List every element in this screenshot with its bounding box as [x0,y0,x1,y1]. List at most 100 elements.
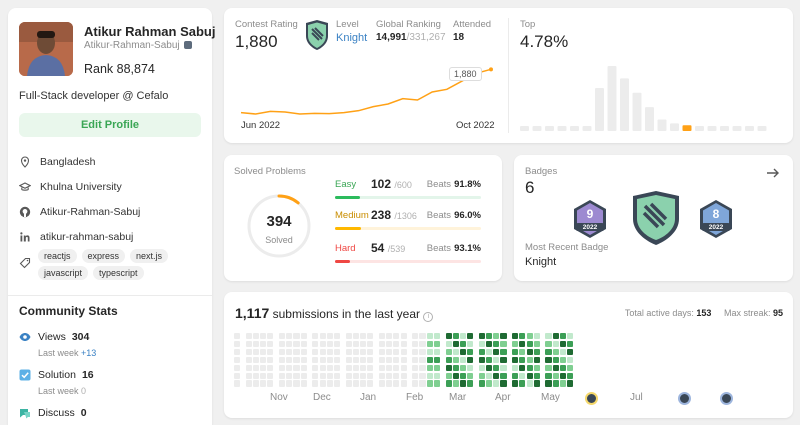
heatmap-cell[interactable] [567,380,574,387]
heatmap-cell[interactable] [333,364,341,371]
heatmap-cell[interactable] [286,364,293,371]
heatmap-cell[interactable] [500,364,507,371]
heatmap-cell[interactable] [467,333,474,340]
heatmap-cell[interactable] [312,372,319,379]
heatmap-cell[interactable] [312,348,319,355]
heatmap-cell[interactable] [559,348,566,355]
heatmap-cell[interactable] [360,380,367,387]
heatmap-cell[interactable] [519,380,526,387]
top-bar[interactable] [582,126,592,131]
heatmap-cell[interactable] [412,340,419,348]
heatmap-cell[interactable] [319,348,326,355]
heatmap-cell[interactable] [526,340,533,348]
heatmap-cell[interactable] [486,372,493,379]
heatmap-cell[interactable] [445,380,452,387]
heatmap-cell[interactable] [478,364,485,371]
heatmap-cell[interactable] [412,364,419,371]
heatmap-cell[interactable] [445,348,452,355]
heatmap-cell[interactable] [545,372,552,379]
heatmap-cell[interactable] [433,364,440,371]
heatmap-cell[interactable] [386,372,393,379]
top-bar[interactable] [532,126,542,131]
heatmap-cell[interactable] [433,372,440,379]
heatmap-cell[interactable] [300,364,307,371]
heatmap-cell[interactable] [267,340,274,348]
knight-badge-large[interactable] [630,191,682,245]
heatmap-cell[interactable] [293,348,300,355]
heatmap-cell[interactable] [545,356,552,363]
rating-line-chart[interactable] [238,64,494,120]
heatmap-cell[interactable] [459,372,467,379]
heatmap-cell[interactable] [252,333,260,340]
skill-tag[interactable]: express [81,249,126,263]
heatmap-cell[interactable] [386,340,393,348]
heatmap-cell[interactable] [378,364,386,371]
heatmap-cell[interactable] [552,348,559,355]
top-bar[interactable] [757,126,767,131]
heatmap-cell[interactable] [533,364,540,371]
heatmap-cell[interactable] [559,356,566,363]
heatmap-cell[interactable] [252,348,260,355]
heatmap-cell[interactable] [400,348,407,355]
heatmap-cell[interactable] [519,364,526,371]
heatmap-cell[interactable] [452,348,459,355]
skill-tag[interactable]: typescript [93,266,144,280]
top-bar[interactable] [620,78,629,131]
heatmap-cell[interactable] [260,356,267,363]
avatar[interactable] [19,22,73,76]
heatmap-cell[interactable] [567,348,574,355]
heatmap-cell[interactable] [293,380,300,387]
heatmap-cell[interactable] [459,340,467,348]
heatmap-cell[interactable] [486,380,493,387]
heatmap-cell[interactable] [352,340,359,348]
heatmap-cell[interactable] [467,348,474,355]
heatmap-cell[interactable] [426,372,433,379]
heatmap-cell[interactable] [426,380,433,387]
heatmap-cell[interactable] [293,364,300,371]
heatmap-cell[interactable] [252,356,260,363]
heatmap-cell[interactable] [360,348,367,355]
heatmap-cell[interactable] [345,340,352,348]
top-bar[interactable] [632,92,642,131]
heatmap-cell[interactable] [486,340,493,348]
heatmap-cell[interactable] [493,340,500,348]
heatmap-cell[interactable] [345,372,352,379]
heatmap-cell[interactable] [526,348,533,355]
top-bar[interactable] [745,126,754,131]
heatmap-cell[interactable] [493,380,500,387]
top-bar[interactable] [645,107,654,131]
heatmap-cell[interactable] [526,356,533,363]
heatmap-cell[interactable] [319,372,326,379]
heatmap-cell[interactable] [326,348,333,355]
heatmap-cell[interactable] [393,380,400,387]
heatmap-cell[interactable] [419,372,426,379]
heatmap-cell[interactable] [234,380,241,387]
heatmap-cell[interactable] [333,380,341,387]
heatmap-cell[interactable] [378,372,386,379]
heatmap-cell[interactable] [393,340,400,348]
heatmap-cell[interactable] [234,364,241,371]
heatmap-cell[interactable] [433,333,440,340]
heatmap-cell[interactable] [459,348,467,355]
heatmap-cell[interactable] [500,372,507,379]
badge-earned-icon[interactable] [678,392,691,405]
heatmap-cell[interactable] [452,380,459,387]
heatmap-cell[interactable] [567,372,574,379]
linkedin-row[interactable]: atikur-rahman-sabuj [19,231,133,243]
heatmap-cell[interactable] [386,364,393,371]
heatmap-cell[interactable] [559,364,566,371]
heatmap-cell[interactable] [279,364,286,371]
heatmap-cell[interactable] [545,348,552,355]
github-row[interactable]: Atikur-Rahman-Sabuj [19,206,140,218]
heatmap-cell[interactable] [300,348,307,355]
heatmap-cell[interactable] [293,340,300,348]
heatmap-cell[interactable] [526,364,533,371]
heatmap-cell[interactable] [333,372,341,379]
heatmap-cell[interactable] [286,372,293,379]
heatmap-cell[interactable] [478,348,485,355]
heatmap-cell[interactable] [445,372,452,379]
heatmap-cell[interactable] [512,333,519,340]
heatmap-cell[interactable] [445,340,452,348]
badge-earned-icon[interactable] [585,392,598,405]
heatmap-cell[interactable] [486,333,493,340]
